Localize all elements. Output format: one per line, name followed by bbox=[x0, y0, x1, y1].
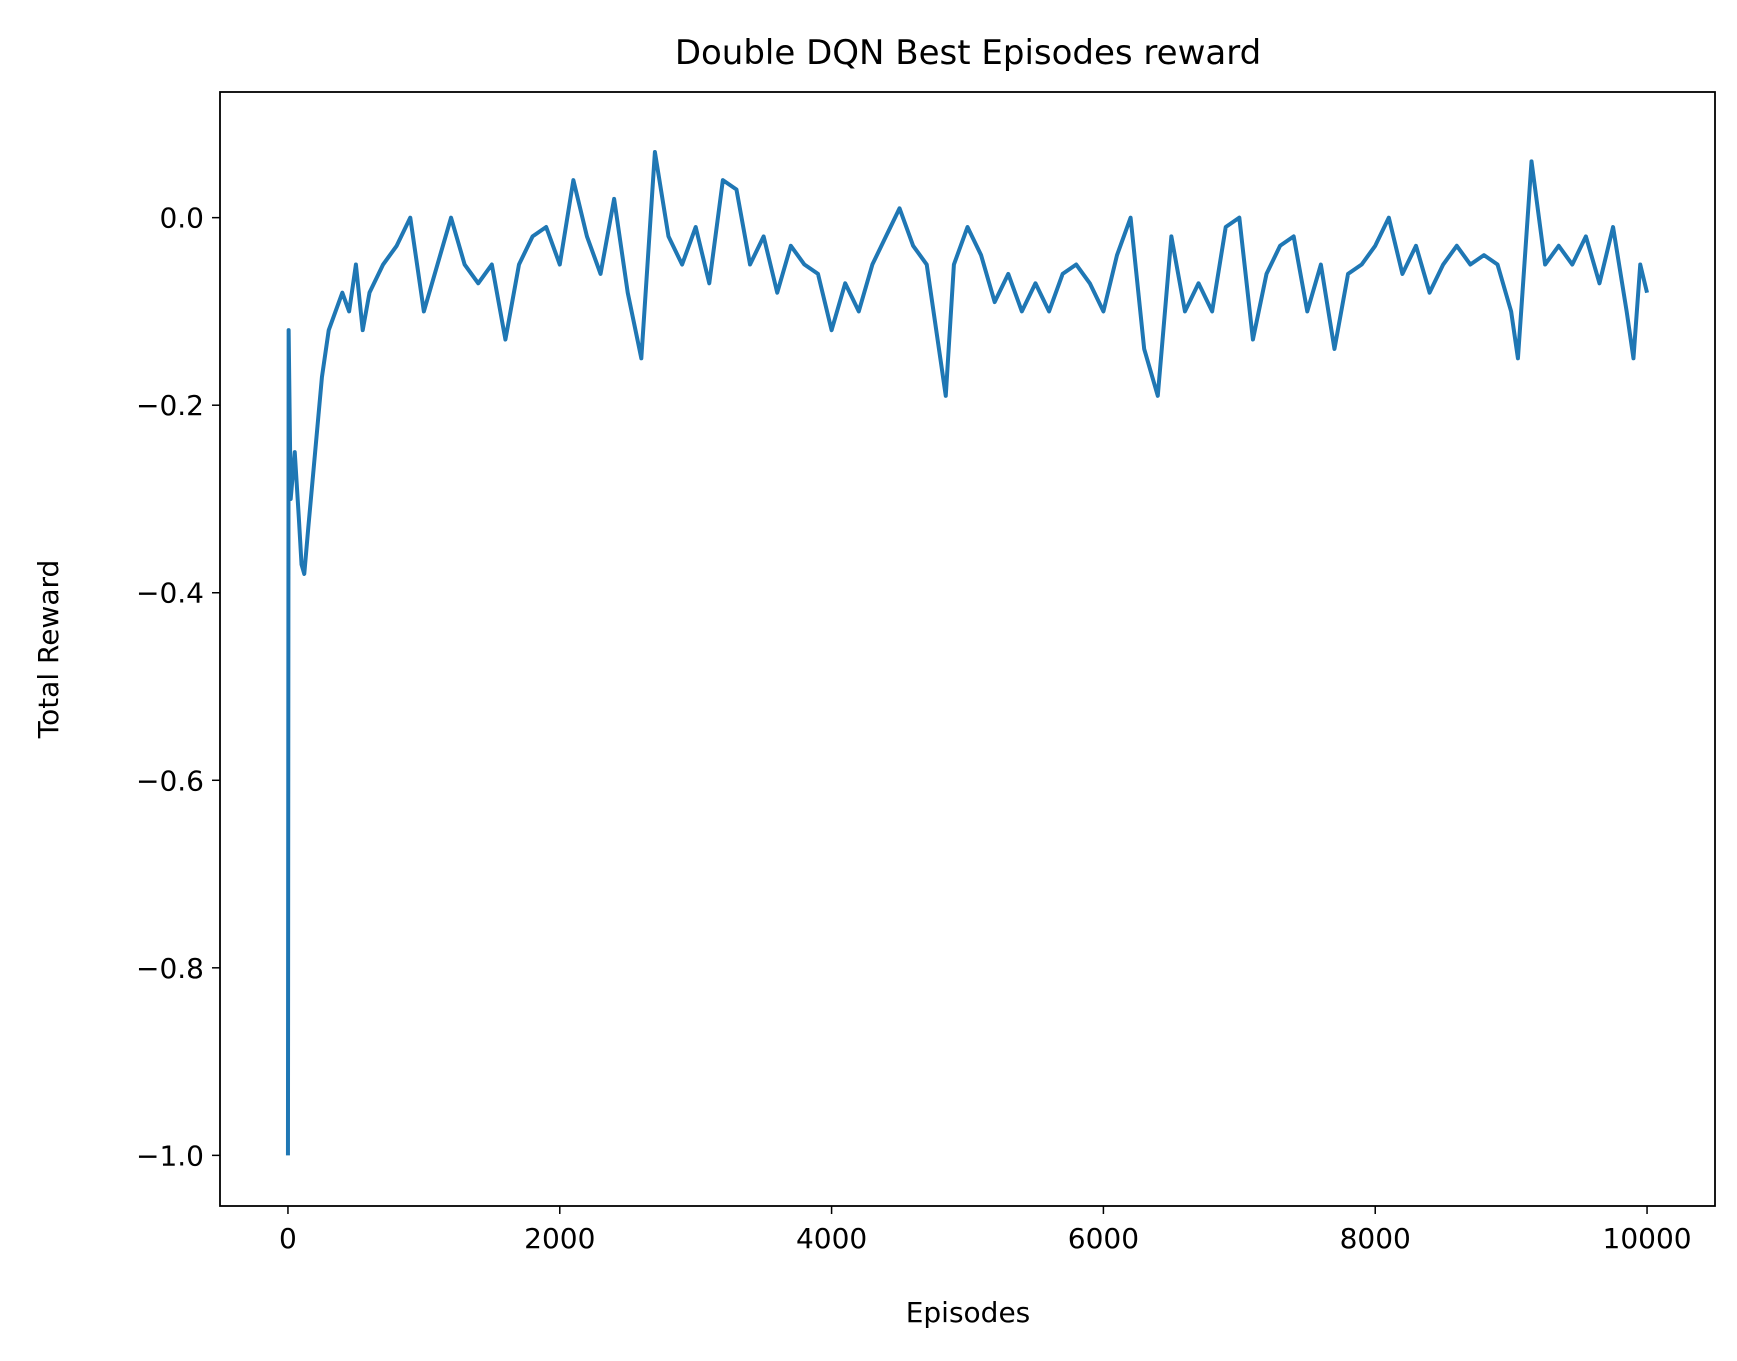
y-tick-label: −0.4 bbox=[136, 577, 204, 610]
y-tick-label: −0.8 bbox=[136, 952, 204, 985]
line-series bbox=[285, 150, 1649, 1156]
x-tick-label: 6000 bbox=[1068, 1222, 1139, 1255]
x-tick-label: 10000 bbox=[1603, 1222, 1692, 1255]
x-tick-label: 4000 bbox=[796, 1222, 867, 1255]
y-axis-label: Total Reward bbox=[32, 560, 65, 740]
chart-title: Double DQN Best Episodes reward bbox=[675, 33, 1261, 73]
x-tick-label: 8000 bbox=[1340, 1222, 1411, 1255]
plot-frame bbox=[219, 91, 1716, 1207]
x-tick-label: 2000 bbox=[524, 1222, 595, 1255]
y-tick-label: 0.0 bbox=[159, 202, 204, 235]
y-tick-label: −0.6 bbox=[136, 764, 204, 797]
y-tick-label: −1.0 bbox=[136, 1139, 204, 1172]
x-axis-label: Episodes bbox=[906, 1296, 1031, 1329]
y-tick-label: −0.2 bbox=[136, 389, 204, 422]
x-tick-label: 0 bbox=[279, 1222, 297, 1255]
